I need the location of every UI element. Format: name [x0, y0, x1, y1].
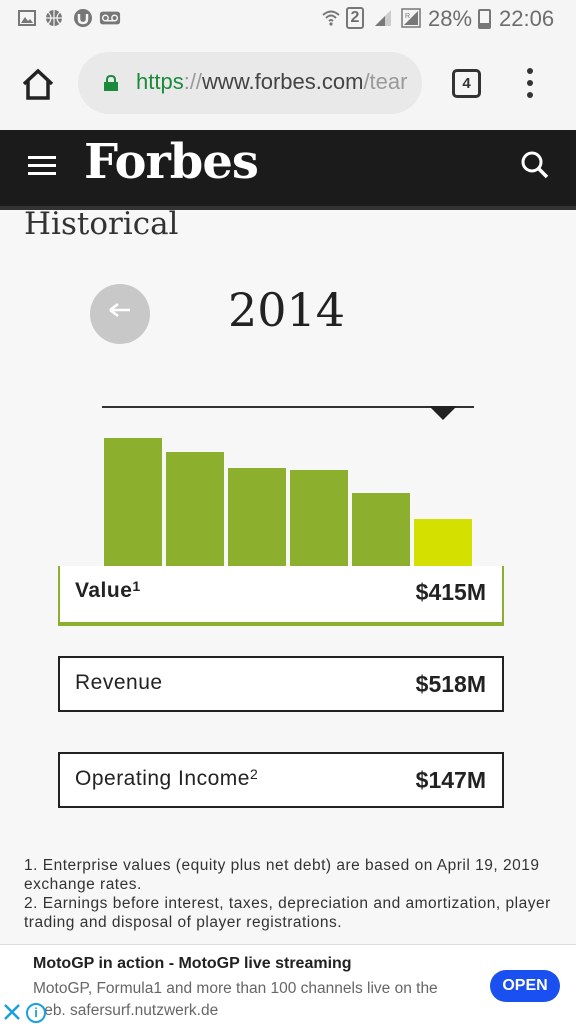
- chart-bar[interactable]: [290, 470, 348, 568]
- battery-icon: [478, 9, 491, 29]
- signal-r-icon: R: [401, 8, 421, 28]
- footnote-1: 1. Enterprise values (equity plus net de…: [24, 857, 540, 893]
- voicemail-icon: [99, 11, 121, 25]
- ad-banner[interactable]: MotoGP in action - MotoGP live streaming…: [0, 944, 576, 1024]
- stat-value: $147M: [415, 767, 486, 793]
- chart-bar[interactable]: [228, 468, 286, 568]
- section-title: Historical: [24, 206, 179, 242]
- stat-value: $518M: [415, 671, 486, 697]
- stat-label: Value1: [75, 578, 141, 602]
- footnote-2: 2. Earnings before interest, taxes, depr…: [24, 895, 551, 931]
- stat-row[interactable]: Revenue $518M: [58, 656, 504, 712]
- previous-year-button[interactable]: [90, 284, 150, 344]
- clock: 22:06: [499, 6, 555, 31]
- browser-toolbar: https://www.forbes.com/tear 4: [0, 38, 576, 130]
- close-icon[interactable]: [2, 1001, 22, 1023]
- timeline-marker: [429, 406, 457, 420]
- address-bar[interactable]: https://www.forbes.com/tear: [78, 52, 422, 114]
- chart-bar[interactable]: [352, 493, 410, 568]
- torrent-icon: [74, 9, 92, 27]
- wifi-icon: [322, 10, 340, 26]
- hamburger-menu-icon[interactable]: [28, 156, 56, 178]
- image-icon: [18, 10, 36, 26]
- sim-icon: 2: [346, 7, 364, 29]
- site-header: Forbes: [0, 130, 576, 206]
- battery-percent: 28%: [428, 6, 473, 31]
- status-bar: 2 R 28% 22:06: [0, 0, 576, 38]
- lock-icon: [104, 75, 118, 91]
- stat-label: Operating Income2: [75, 766, 259, 790]
- year-label: 2014: [228, 283, 346, 337]
- ad-title[interactable]: MotoGP in action - MotoGP live streaming: [33, 955, 352, 972]
- footnote-marker: 2: [249, 766, 259, 782]
- url-text: https://www.forbes.com/tear: [136, 69, 408, 94]
- stat-row[interactable]: Value1 $415M: [58, 566, 504, 626]
- ad-description: MotoGP, Formula1 and more than 100 chann…: [33, 980, 438, 1019]
- tab-switcher-button[interactable]: 4: [452, 69, 481, 98]
- timeline-axis: [102, 406, 474, 408]
- basketball-icon: [46, 10, 62, 26]
- overflow-menu-icon[interactable]: [520, 66, 540, 102]
- header-divider: [0, 206, 576, 210]
- stat-row[interactable]: Operating Income2 $147M: [58, 752, 504, 808]
- stat-label: Revenue: [75, 671, 163, 694]
- chart-bar[interactable]: [104, 438, 162, 568]
- stat-value: $415M: [415, 579, 486, 605]
- signal-icon: [375, 10, 391, 26]
- footnotes: 1. Enterprise values (equity plus net de…: [24, 856, 554, 932]
- info-icon[interactable]: i: [26, 1003, 46, 1023]
- chart-bar[interactable]: [414, 519, 472, 568]
- forbes-logo[interactable]: Forbes: [84, 134, 259, 190]
- svg-text:R: R: [405, 13, 410, 20]
- search-icon[interactable]: [520, 150, 550, 180]
- value-bar-chart: [104, 430, 474, 568]
- home-icon[interactable]: [18, 64, 58, 104]
- ad-open-button[interactable]: OPEN: [490, 970, 560, 1002]
- footnote-marker: 1: [132, 578, 141, 594]
- arrow-left-icon: [109, 303, 130, 317]
- chart-bar[interactable]: [166, 452, 224, 568]
